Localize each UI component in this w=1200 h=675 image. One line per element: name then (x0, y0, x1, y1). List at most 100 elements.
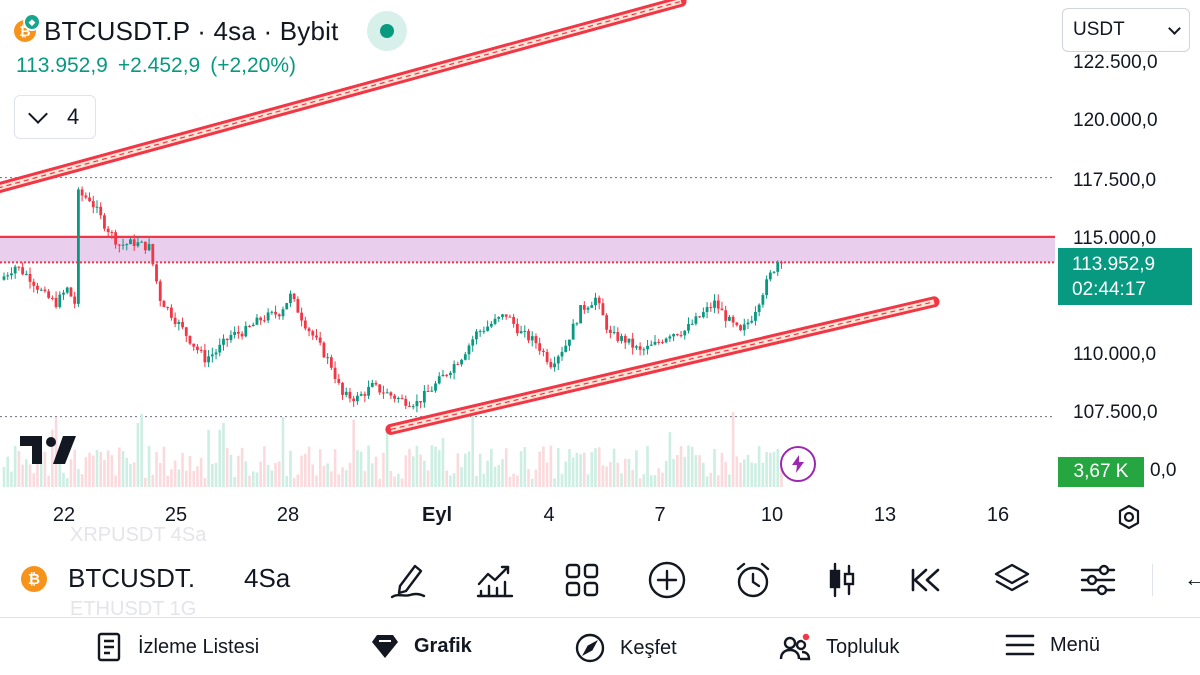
price-chart[interactable] (0, 0, 1055, 495)
volume-bar (285, 475, 289, 487)
volume-bar (266, 464, 270, 487)
candle-body (683, 330, 687, 336)
symbol-title[interactable]: BTCUSDT.P · 4sa · Bybit (44, 15, 339, 46)
market-status-icon[interactable] (366, 11, 407, 51)
candle-body (274, 311, 277, 315)
volume-bar (449, 475, 452, 487)
volume-bar (199, 457, 203, 487)
candle-body (181, 321, 184, 328)
volume-bar (166, 475, 169, 487)
volume-bar (586, 474, 590, 487)
candle-body (17, 266, 21, 268)
toolbar-symbol[interactable]: BTCUSDT. (68, 563, 196, 593)
volume-bar (233, 476, 236, 487)
candle-body (333, 367, 337, 379)
volume-bar (471, 407, 475, 487)
volume-bar (270, 470, 274, 487)
volume-bar (627, 458, 631, 487)
volume-bar (13, 445, 17, 487)
candle-body (475, 331, 478, 340)
volume-bar (731, 412, 735, 487)
layout-grid-icon[interactable] (562, 560, 602, 600)
candle-body (389, 392, 393, 396)
volume-bar (374, 456, 378, 487)
price-tick: 117.500,0 (1073, 170, 1157, 191)
volume-bar (315, 475, 318, 487)
volume-bar (21, 464, 24, 487)
drawing-pen-icon[interactable] (388, 560, 428, 600)
volume-bar (17, 450, 21, 487)
nav-menu[interactable]: Menü (1004, 632, 1100, 658)
candle-body (705, 307, 709, 313)
toolbar-interval[interactable]: 4Sa (244, 563, 291, 593)
volume-bar (683, 456, 687, 487)
nav-explore[interactable]: Keşfet (574, 632, 677, 664)
volume-bar (575, 452, 579, 487)
volume-bar (687, 445, 690, 487)
candle-body (594, 297, 597, 306)
volume-bar (430, 445, 434, 487)
volume-bar (136, 423, 140, 487)
chevron-down-icon (28, 104, 48, 124)
candle-body (586, 307, 590, 310)
volume-bar (739, 462, 742, 487)
candle-body (69, 287, 73, 297)
lightning-icon[interactable] (780, 446, 816, 482)
candle-body (65, 287, 69, 293)
volume-bar (10, 471, 13, 487)
volume-bar (631, 469, 634, 487)
volume-bar (523, 447, 527, 487)
candle-body (504, 314, 508, 317)
candle-body (653, 341, 657, 345)
indicator-count: 4 (67, 104, 80, 129)
candle-body (248, 326, 251, 328)
candle-body (378, 384, 382, 393)
candle-body (679, 335, 683, 337)
volume-bar (51, 429, 54, 487)
volume-bar (441, 437, 445, 487)
volume-bar (188, 456, 192, 487)
currency-select[interactable]: USDT (1062, 8, 1190, 52)
candle-body (627, 338, 631, 343)
candle-body (400, 397, 404, 399)
add-plus-icon[interactable] (647, 560, 687, 600)
candle-body (553, 363, 556, 368)
candle-body (720, 308, 724, 311)
candle-body (768, 272, 772, 280)
candle-body (207, 356, 210, 363)
arrow-left-icon[interactable]: ← (1184, 566, 1200, 591)
candle-body (754, 311, 757, 321)
alarm-clock-icon[interactable] (733, 560, 773, 600)
chart-toolbar: XRPUSDT 4Sa ETHUSDT 1G ₿ BTCUSDT. 4Sa ← (0, 524, 1200, 620)
volume-bar (91, 455, 95, 487)
candle-body (508, 316, 512, 318)
nav-chart[interactable]: Grafik (370, 632, 472, 660)
nav-watchlist[interactable]: İzleme Listesi (96, 632, 259, 662)
volume-bar (132, 462, 136, 487)
candle-body (765, 279, 768, 296)
volume-bar (181, 452, 184, 487)
indicators-toggle-button[interactable]: 4 (14, 95, 96, 139)
replay-rewind-icon[interactable] (905, 560, 945, 600)
candle-body (233, 331, 237, 335)
time-tick: 16 (986, 504, 1010, 526)
volume-bar (330, 471, 333, 487)
chart-settings-sliders-icon[interactable] (1078, 560, 1118, 600)
candles-icon[interactable] (822, 560, 862, 600)
nav-community[interactable]: Topluluk (778, 632, 899, 662)
candle-body (534, 336, 538, 344)
volume-bar (144, 477, 147, 487)
candle-body (28, 273, 32, 282)
indicators-chart-icon[interactable] (475, 560, 515, 600)
layers-icon[interactable] (992, 560, 1032, 600)
trendline-upper-channel-dash (0, 0, 682, 189)
volume-bar (583, 452, 586, 487)
volume-bar (147, 445, 151, 487)
volume-bar (170, 469, 173, 487)
settings-gear-icon[interactable] (1114, 502, 1144, 532)
candle-body (657, 341, 661, 343)
candle-body (780, 262, 783, 264)
candle-body (385, 392, 389, 394)
volume-bar (690, 446, 694, 487)
candle-body (701, 312, 705, 318)
